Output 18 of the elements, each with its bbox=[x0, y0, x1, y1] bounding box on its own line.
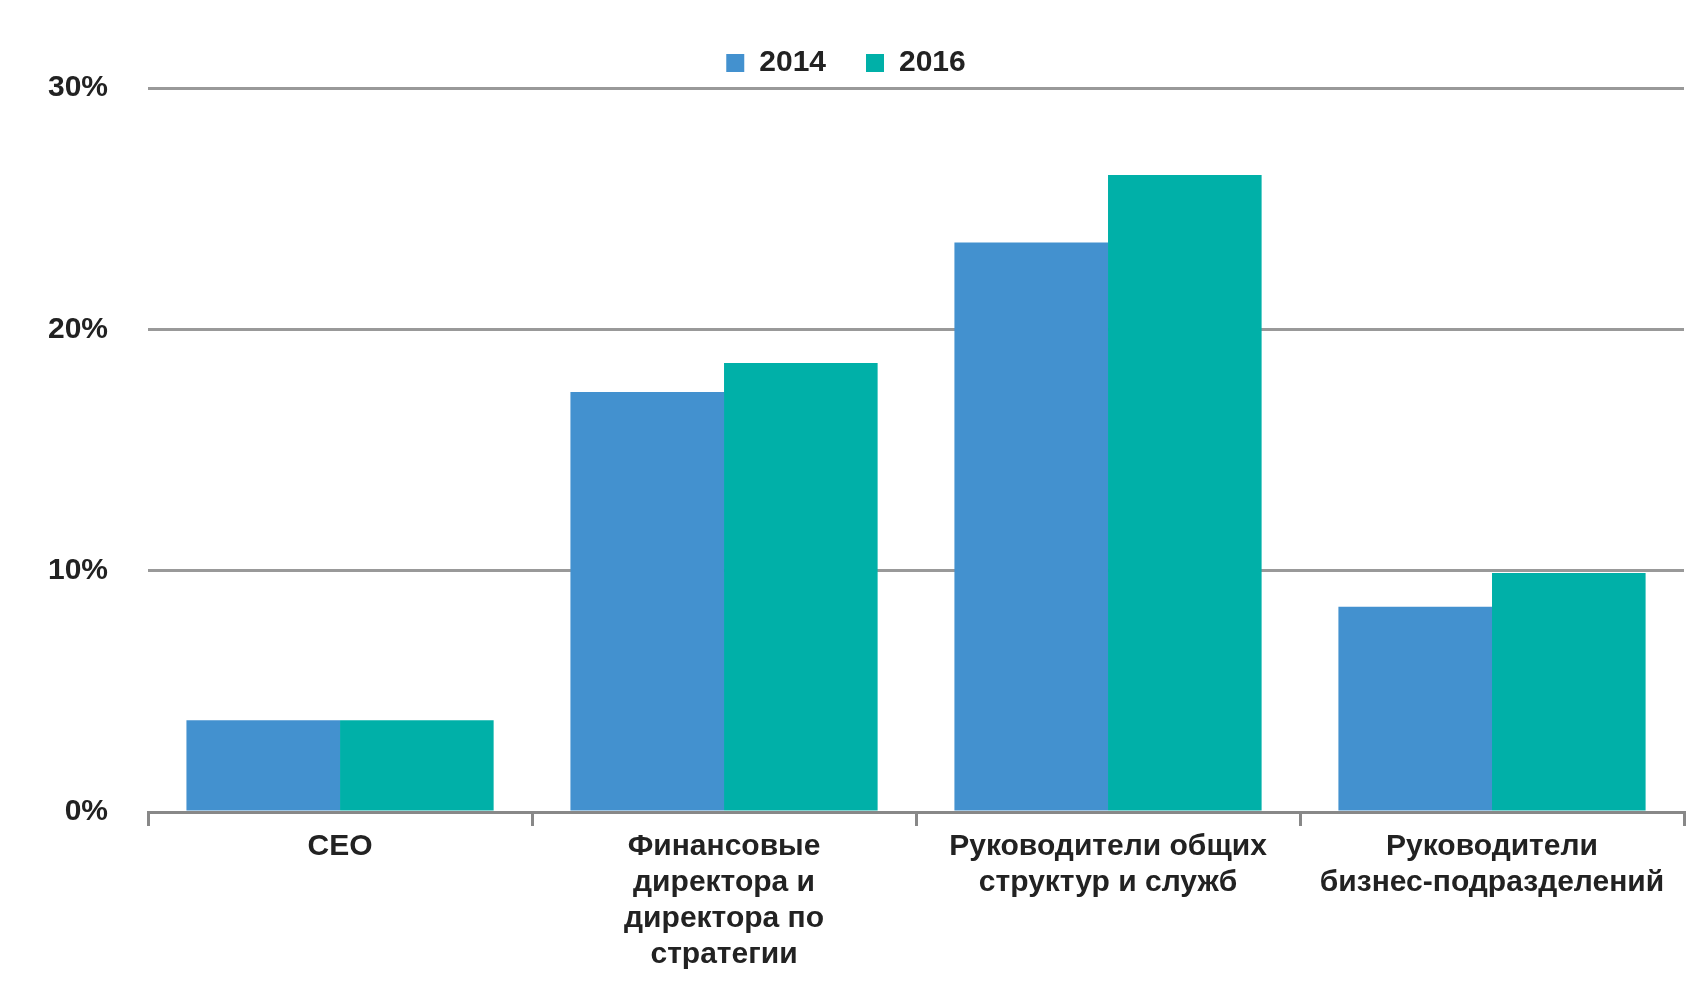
bar bbox=[186, 720, 341, 811]
bar bbox=[1338, 606, 1493, 811]
x-tick-label: Руководители общих структур и служб bbox=[949, 828, 1268, 898]
legend-label: 2014 bbox=[759, 44, 827, 78]
legend-label: 2016 bbox=[899, 44, 966, 78]
bar bbox=[1108, 174, 1262, 811]
y-tick-label: 10% bbox=[48, 551, 109, 585]
x-tick-label: Финансовые директора и директора по стратегии bbox=[624, 828, 824, 970]
y-tick-label: 20% bbox=[48, 310, 109, 344]
bar bbox=[724, 363, 878, 811]
bar bbox=[1492, 573, 1646, 811]
y-tick-label: 30% bbox=[48, 69, 109, 103]
x-tick-label: CEO bbox=[307, 828, 373, 862]
x-tick-label: Руководители бизнес-подразделений bbox=[1319, 828, 1665, 898]
bar bbox=[570, 392, 725, 811]
bar bbox=[340, 720, 494, 811]
y-tick-label: 0% bbox=[64, 793, 109, 827]
bar bbox=[954, 242, 1109, 811]
